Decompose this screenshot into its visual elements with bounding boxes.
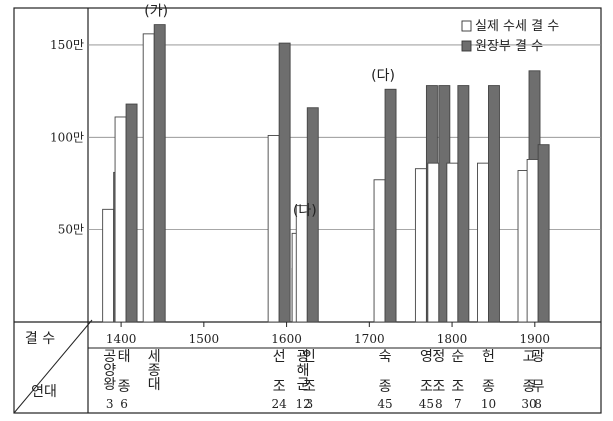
reign-label-char: 정	[432, 349, 445, 365]
legend-swatch-actual	[461, 20, 472, 32]
reign-label-char: 무	[532, 379, 545, 395]
bar-register	[125, 103, 138, 323]
reign-number: 45	[419, 397, 434, 411]
reign-label-char: 종	[118, 379, 131, 395]
bar-register	[488, 85, 500, 323]
bar-actual	[102, 208, 115, 323]
bar-actual	[267, 134, 280, 323]
bar-register	[457, 85, 470, 323]
reign-number: 6	[120, 397, 128, 411]
reign-label-char: 조	[420, 379, 433, 395]
reign-label-char: 조	[303, 379, 316, 395]
bar-actual	[427, 162, 440, 323]
annotation-label: (나)	[293, 203, 317, 219]
reign-label-char: 대	[148, 377, 161, 393]
legend-label-actual: 실제 수세 결 수	[475, 19, 559, 34]
reign-number: 30	[521, 397, 536, 411]
reign-label-char: 고	[523, 349, 536, 365]
bar-register	[153, 24, 166, 323]
reign-number: 3	[106, 397, 114, 411]
reign-label-char: 조	[451, 379, 464, 395]
reign-label-char: 세	[148, 349, 161, 365]
reign-label-char: 인	[303, 349, 316, 365]
y-tick-label: 100만	[50, 130, 84, 144]
year-tick-label: 1900	[520, 332, 551, 346]
reign-label-char: 군	[297, 377, 310, 393]
reign-label-char: 순	[451, 349, 464, 365]
chart-frame	[13, 7, 602, 414]
reign-number: 7	[454, 397, 462, 411]
bar-register	[537, 144, 550, 323]
bar-register	[306, 107, 319, 323]
bar-register	[278, 42, 291, 323]
reign-label-char: 양	[103, 363, 116, 379]
reign-label-char: 영	[420, 349, 433, 365]
reign-label-char: 조	[432, 379, 445, 395]
reign-label-char: 공	[103, 349, 116, 365]
legend-label-register: 원장부 결 수	[475, 39, 543, 54]
annotation-label: (가)	[144, 3, 168, 19]
bar-actual	[446, 162, 459, 323]
reign-number: 12	[295, 397, 310, 411]
reign-label-char: 왕	[103, 377, 116, 393]
y-tick-label: 150만	[50, 38, 84, 52]
reign-label-char: 종	[482, 379, 495, 395]
reign-label-char: 조	[273, 379, 286, 395]
reign-label-char: 종	[379, 379, 392, 395]
reign-label-char: 헌	[482, 349, 495, 365]
bar-actual	[142, 33, 155, 323]
bar-actual	[526, 159, 539, 323]
reign-number: 8	[534, 397, 542, 411]
bar-register	[384, 88, 397, 323]
reign-label-char: 광	[297, 349, 310, 365]
reign-label-char: 숙	[379, 349, 392, 365]
row-title: 연대	[31, 384, 57, 400]
bar-actual	[373, 179, 386, 323]
x-axis-title: 결 수	[25, 331, 55, 347]
y-tick-label: 50만	[58, 223, 84, 237]
year-tick-label: 1600	[271, 332, 302, 346]
reign-label-char: 광	[532, 349, 545, 365]
corner-diagonal	[13, 319, 93, 414]
reign-number: 45	[377, 397, 392, 411]
bar-actual	[295, 205, 308, 323]
reign-label-char: 종	[523, 379, 536, 395]
reign-number: 8	[435, 397, 443, 411]
reign-label-char: 해	[297, 363, 310, 379]
reign-label-char: 태	[118, 349, 131, 365]
legend-swatch-register	[461, 40, 472, 52]
reign-label-char: 종	[148, 363, 161, 379]
reign-number: 3	[305, 397, 313, 411]
reign-label-char: 선	[273, 349, 286, 365]
annotation-label: (다)	[371, 68, 395, 84]
year-tick-label: 1400	[106, 332, 137, 346]
reign-number: 24	[271, 397, 287, 411]
bar-actual	[114, 116, 127, 323]
bar-actual	[477, 162, 489, 323]
year-tick-label: 1500	[189, 332, 220, 346]
bar-actual	[414, 168, 427, 323]
year-tick-label: 1700	[354, 332, 385, 346]
reign-number: 10	[481, 397, 496, 411]
year-tick-label: 1800	[437, 332, 468, 346]
